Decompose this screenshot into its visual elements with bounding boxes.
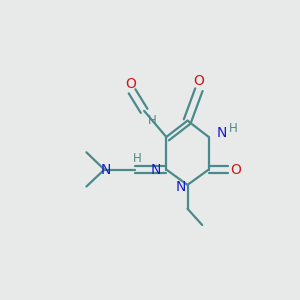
Text: O: O xyxy=(194,74,204,88)
Text: N: N xyxy=(101,163,111,177)
Text: H: H xyxy=(229,122,238,135)
Text: H: H xyxy=(133,152,141,165)
Text: H: H xyxy=(148,114,157,127)
Text: N: N xyxy=(217,126,227,140)
Text: O: O xyxy=(125,77,136,91)
Text: N: N xyxy=(151,163,161,177)
Text: N: N xyxy=(176,179,186,194)
Text: O: O xyxy=(230,163,241,177)
